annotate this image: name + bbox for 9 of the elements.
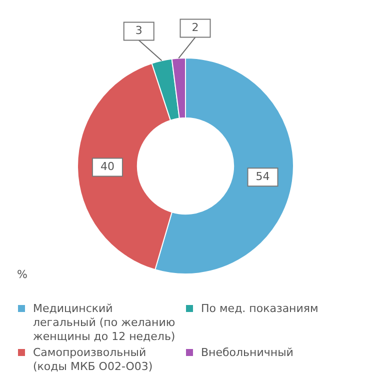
data-label: 40 [100, 160, 114, 174]
data-label: 3 [135, 24, 142, 38]
text: % [17, 268, 28, 281]
data-label: 54 [256, 170, 270, 183]
legend-label: Медицинский легальный (по желанию женщины до 12 недель) [33, 302, 176, 344]
legend-label: По мед. показаниям [201, 302, 318, 316]
legend-label: Самопроизвольный (коды МКБ O02-O03) [33, 346, 154, 374]
legend-label: Внебольничный [201, 346, 294, 360]
data-label: 2 [192, 21, 199, 34]
